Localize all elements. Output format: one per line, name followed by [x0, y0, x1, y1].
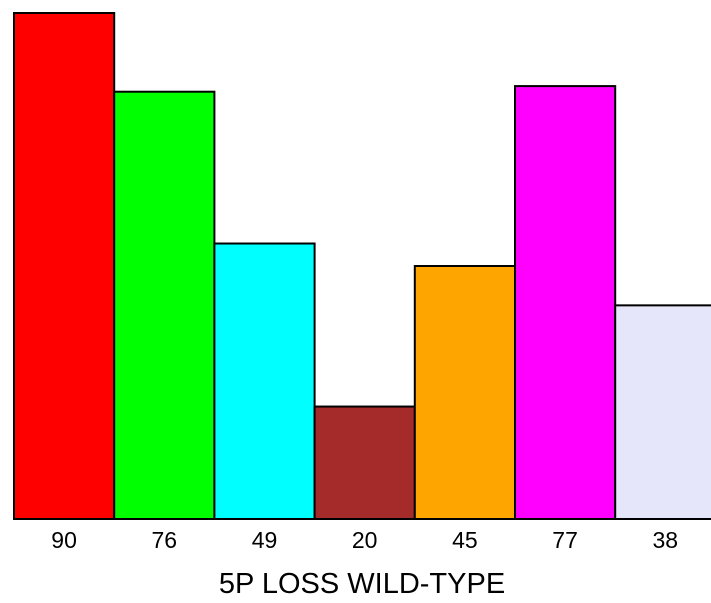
bar-77 [514, 85, 617, 520]
tick-label-49: 49 [252, 527, 278, 553]
tick-label-90: 90 [51, 527, 77, 553]
tick-label-38: 38 [653, 527, 679, 553]
tick-label-76: 76 [152, 527, 178, 553]
x-axis-title: 5P LOSS WILD-TYPE [219, 568, 505, 600]
bar-49 [213, 242, 316, 520]
tick-label-45: 45 [452, 527, 478, 553]
bar-45 [413, 265, 516, 520]
bar-20 [313, 405, 416, 520]
bar-38 [614, 304, 711, 520]
tick-labels-group: 90 76 49 20 45 77 38 [51, 527, 678, 553]
bar-90 [13, 12, 116, 520]
bar-76 [113, 90, 216, 520]
tick-label-20: 20 [352, 527, 378, 553]
tick-label-77: 77 [552, 527, 578, 553]
bars-group [13, 12, 711, 520]
